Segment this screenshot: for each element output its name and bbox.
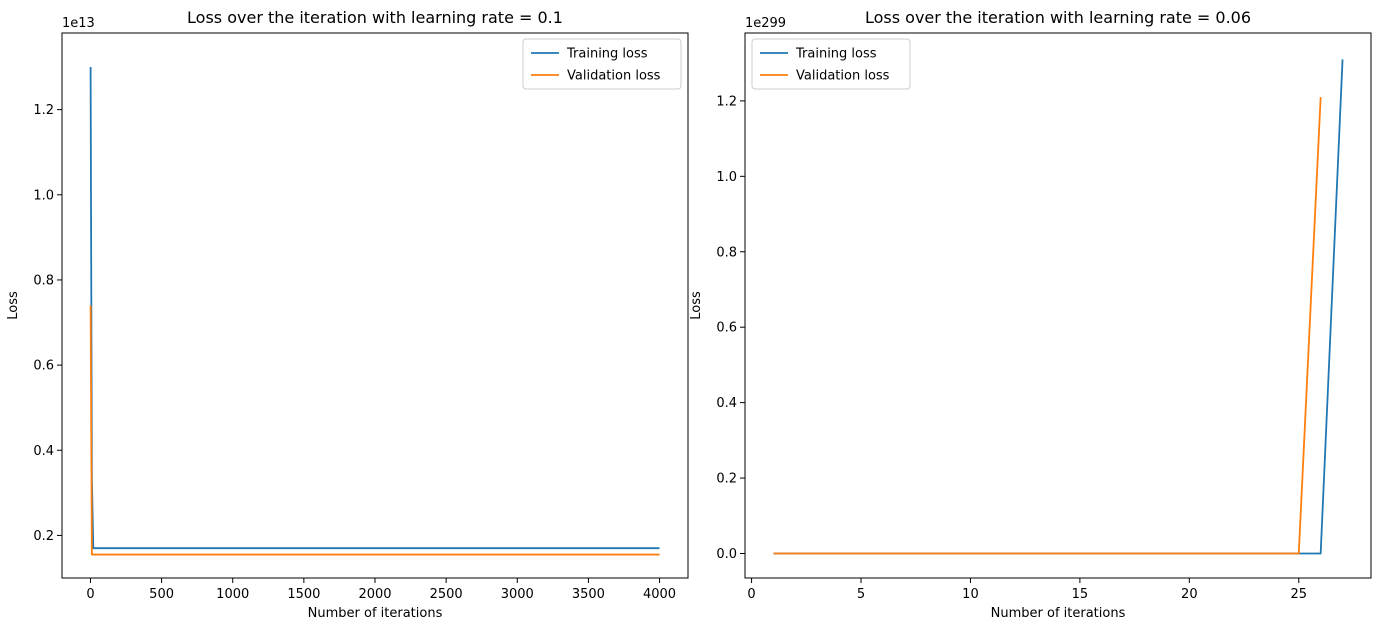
x-tick-label: 3000	[501, 587, 534, 602]
x-axis-label: Number of iterations	[991, 606, 1126, 621]
legend-label: Validation loss	[796, 69, 890, 84]
legend-label: Validation loss	[567, 69, 661, 84]
y-tick-label: 1.2	[33, 103, 54, 118]
legend-box	[751, 38, 911, 90]
y-tick-label: 0.6	[716, 321, 737, 336]
y-tick-label: 0.6	[33, 359, 54, 374]
x-axis-label: Number of iterations	[308, 606, 443, 621]
x-tick-label: 2500	[430, 587, 463, 602]
y-tick-label: 1.0	[716, 170, 737, 185]
x-tick-label: 500	[149, 587, 174, 602]
y-axis-label: Loss	[689, 291, 704, 320]
y-tick-label: 1.2	[716, 94, 737, 109]
x-tick-label: 0	[747, 587, 755, 602]
y-tick-label: 0.8	[716, 245, 737, 260]
x-tick-label: 20	[1181, 587, 1198, 602]
x-tick-label: 1500	[287, 587, 320, 602]
series-line-training-loss	[89, 67, 660, 550]
y-tick-label: 1.0	[33, 188, 54, 203]
y-tick-label: 0.2	[716, 472, 737, 487]
chart-panel-1: Loss over the iteration with learning ra…	[6, 8, 689, 621]
legend-label: Training loss	[566, 47, 648, 62]
y-tick-label: 0.4	[33, 444, 54, 459]
y-tick-label: 0.8	[33, 273, 54, 288]
x-tick-label: 4000	[643, 587, 676, 602]
series-line-validation-loss	[773, 97, 1322, 555]
legend-box	[522, 38, 682, 90]
y-tick-label: 0.0	[716, 547, 737, 562]
series-line-validation-loss	[89, 305, 660, 556]
y-offset-label: 1e13	[62, 16, 95, 31]
chart-title: Loss over the iteration with learning ra…	[865, 8, 1251, 27]
x-tick-label: 0	[86, 587, 94, 602]
y-tick-label: 0.2	[33, 529, 54, 544]
y-axis-label: Loss	[6, 291, 21, 320]
x-tick-label: 2000	[358, 587, 391, 602]
y-offset-label: 1e299	[745, 16, 786, 31]
y-tick-label: 0.4	[716, 396, 737, 411]
axes-frame	[744, 32, 1372, 579]
x-tick-label: 5	[857, 587, 865, 602]
x-tick-label: 10	[962, 587, 979, 602]
series-line-training-loss	[773, 59, 1344, 555]
x-tick-label: 25	[1290, 587, 1307, 602]
legend: Training loss Validation loss	[751, 38, 911, 90]
x-tick-label: 3500	[572, 587, 605, 602]
axes-frame	[61, 32, 689, 579]
chart-title: Loss over the iteration with learning ra…	[187, 8, 563, 27]
legend-label: Training loss	[795, 47, 877, 62]
chart-panel-2: Loss over the iteration with learning ra…	[689, 8, 1372, 621]
x-tick-label: 1000	[216, 587, 249, 602]
x-tick-label: 15	[1072, 587, 1089, 602]
legend: Training loss Validation loss	[522, 38, 682, 90]
